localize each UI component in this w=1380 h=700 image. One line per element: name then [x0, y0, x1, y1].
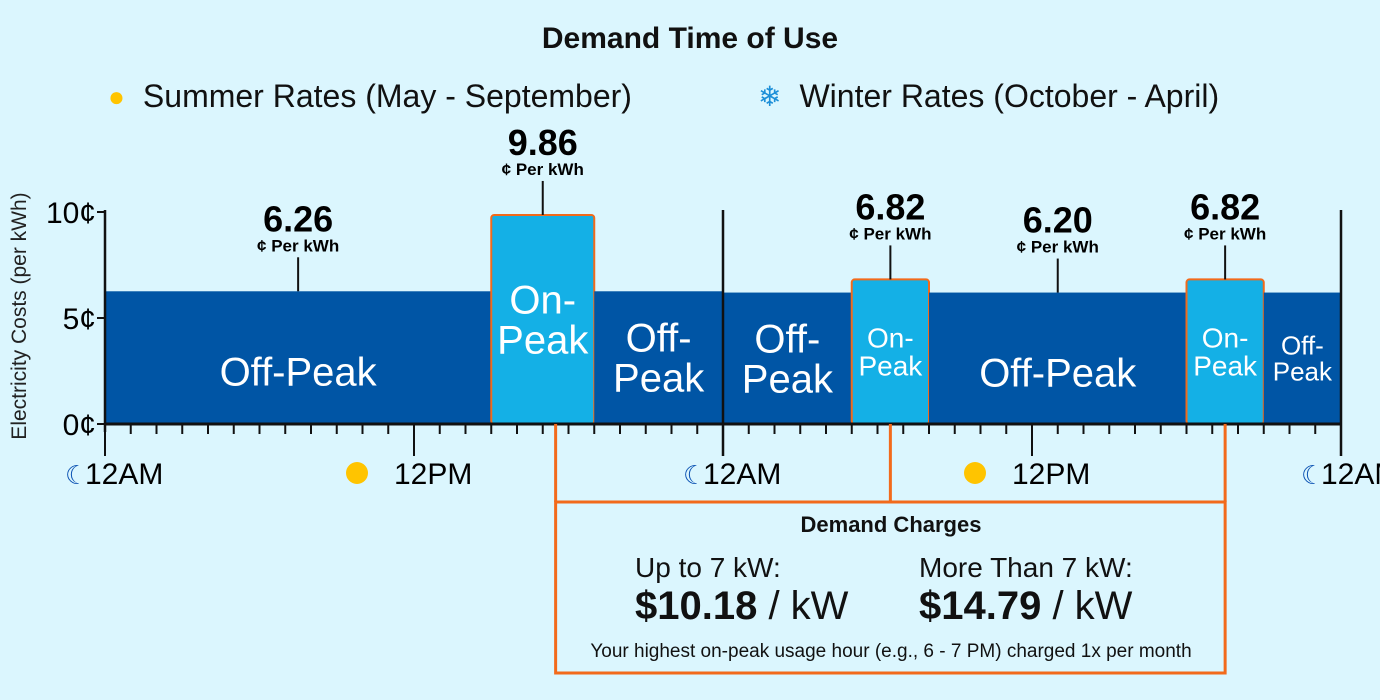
legend-summer: ● Summer Rates (May - September)	[108, 78, 632, 115]
segment-label: On-	[509, 278, 576, 322]
x-tick-label: 12AM	[703, 458, 781, 491]
demand-charges-box	[554, 500, 1227, 675]
rate-unit: ¢ Per kWh	[257, 236, 339, 255]
off-peak-bar	[929, 292, 1187, 424]
segment-label: Peak	[1273, 356, 1333, 386]
rate-value: 6.26	[263, 198, 333, 239]
tier-label: Up to 7 kW:	[635, 552, 781, 583]
y-tick-label: 10¢	[46, 197, 96, 230]
tier-label: More Than 7 kW:	[919, 552, 1133, 583]
rate-value: 6.20	[1023, 200, 1093, 241]
rate-unit: ¢ Per kWh	[502, 160, 584, 179]
tier-unit: / kW	[757, 584, 849, 628]
chart-title: Demand Time of Use	[541, 22, 839, 55]
rate-value: 6.82	[855, 186, 925, 227]
off-peak-bar	[105, 291, 492, 424]
x-tick-label: 12PM	[394, 458, 472, 491]
demand-tier-2: More Than 7 kW: $14.79 / kW	[919, 552, 1133, 628]
moon-icon: ☾	[65, 461, 88, 491]
tier-unit: / kW	[1041, 584, 1133, 628]
x-tick-label: 12AM	[85, 458, 163, 491]
segment-label: Off-	[754, 317, 820, 361]
legend-winter: ❄ Winter Rates (October - April)	[758, 78, 1219, 115]
demand-tier-1: Up to 7 kW: $10.18 / kW	[635, 552, 848, 628]
rate-unit: ¢ Per kWh	[849, 224, 931, 243]
segment-label: Peak	[742, 357, 834, 401]
moon-icon: ☾	[683, 461, 706, 491]
sun-icon	[346, 462, 368, 484]
segment-label: Off-	[626, 317, 692, 361]
tier-price: $14.79	[919, 584, 1042, 628]
rate-unit: ¢ Per kWh	[1017, 238, 1099, 257]
segment-label: Off-Peak	[220, 351, 378, 395]
sun-icon	[964, 462, 986, 484]
demand-charges-note: Your highest on-peak usage hour (e.g., 6…	[590, 641, 1192, 662]
segment-label: Peak	[858, 351, 923, 382]
segment-label: Off-Peak	[979, 351, 1137, 395]
segment-label: Off-	[1281, 330, 1324, 360]
snowflake-icon: ❄	[758, 81, 782, 112]
rate-value: 9.86	[508, 122, 578, 163]
legend-winter-label: Winter Rates (October - April)	[799, 78, 1220, 114]
rate-value: 6.82	[1190, 186, 1260, 227]
legend-summer-label: Summer Rates (May - September)	[142, 78, 632, 114]
demand-charges-title: Demand Charges	[800, 512, 982, 537]
rate-unit: ¢ Per kWh	[1184, 224, 1266, 243]
x-tick-label: 12AM	[1321, 458, 1380, 491]
off-peak-bar	[1263, 292, 1341, 424]
tier-price: $10.18	[635, 584, 758, 628]
segment-label: Peak	[1193, 351, 1258, 382]
off-peak-bar	[594, 291, 723, 424]
y-tick-label: 0¢	[63, 409, 96, 442]
segment-label: On-	[1202, 323, 1249, 354]
segment-label: Peak	[613, 357, 705, 401]
segment-label: Peak	[497, 318, 589, 362]
y-tick-label: 5¢	[63, 303, 96, 336]
x-tick-label: 12PM	[1012, 458, 1090, 491]
sun-icon: ●	[108, 80, 125, 112]
moon-icon: ☾	[1301, 461, 1324, 491]
off-peak-bar	[723, 292, 852, 424]
segment-label: On-	[867, 323, 914, 354]
